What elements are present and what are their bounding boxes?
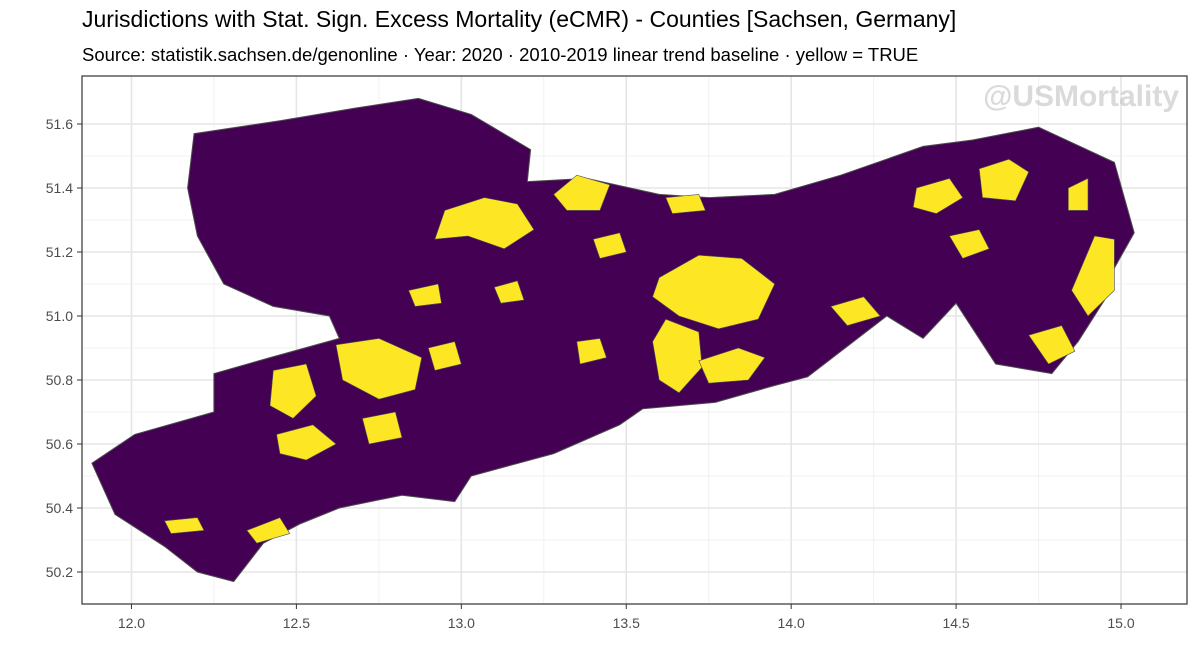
x-tick-label: 12.5 [283,615,310,631]
x-tick-label: 14.5 [942,615,969,631]
county-excess-true [335,338,423,400]
county-excess-true [1068,177,1089,211]
map-layer [91,97,1135,583]
county-excess-true [652,318,703,394]
county-excess-true [576,338,607,365]
watermark: @USMortality [983,80,1179,113]
county-excess-true [592,232,627,259]
county-excess-true [246,517,291,544]
x-tick-label: 13.5 [613,615,640,631]
county-excess-true [427,341,462,371]
y-tick-label: 51.6 [46,116,73,132]
x-tick-label: 14.0 [778,615,805,631]
x-tick-label: 13.0 [448,615,475,631]
county-excess-true [1028,325,1076,365]
y-axis: 50.2 50.4 50.6 50.8 51.0 51.2 51.4 51.6 [46,116,82,580]
yellow-regions [164,158,1115,544]
y-tick-label: 50.2 [46,564,73,580]
y-tick-label: 51.2 [46,244,73,260]
county-excess-true [362,411,403,445]
county-excess-true [665,194,706,214]
county-excess-true [493,280,525,304]
chart-title: Jurisdictions with Stat. Sign. Excess Mo… [82,6,957,32]
county-excess-true [698,347,766,384]
county-excess-true [434,197,535,250]
y-tick-label: 51.0 [46,308,73,324]
county-excess-true [1071,235,1115,317]
y-tick-label: 50.6 [46,436,73,452]
county-excess-true [553,174,611,211]
y-tick-label: 51.4 [46,180,73,196]
county-excess-true [276,424,337,461]
county-excess-true [978,158,1030,202]
x-tick-label: 12.0 [118,615,145,631]
county-excess-true [830,296,881,326]
county-excess-true [652,254,776,330]
y-tick-label: 50.8 [46,372,73,388]
panel-border [81,75,1188,605]
county-excess-true [408,283,442,307]
x-tick-label: 15.0 [1107,615,1134,631]
county-excess-true [912,178,964,214]
y-tick-label: 50.4 [46,500,73,516]
county-excess-true [269,363,317,419]
county-excess-true [164,517,205,534]
county-excess-true [949,229,990,259]
x-axis: 12.0 12.5 13.0 13.5 14.0 14.5 15.0 [118,604,1135,631]
chart-subtitle: Source: statistik.sachsen.de/genonline ·… [82,44,919,65]
